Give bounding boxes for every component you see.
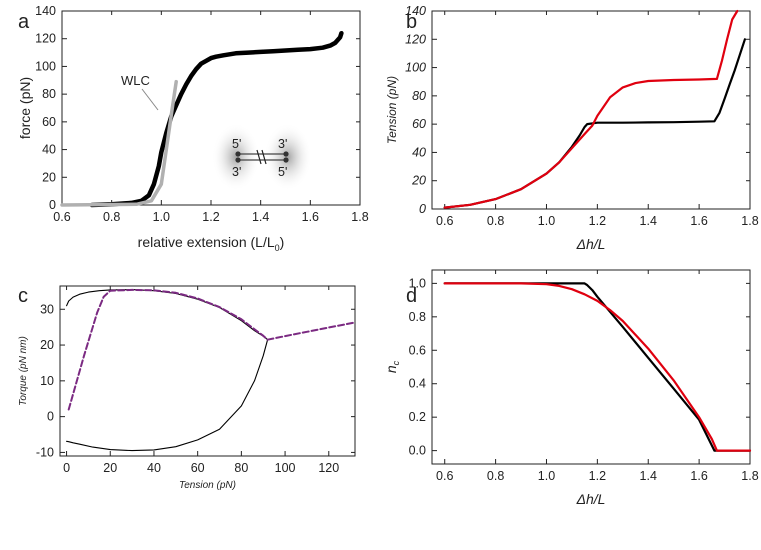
panel-c-ytick-label: 30 <box>40 302 54 316</box>
panel-d-xtick-label: 1.4 <box>640 469 657 483</box>
panel-b-ytick-label: 0 <box>419 202 426 216</box>
panel-b-xtick-label: 1.0 <box>538 214 555 228</box>
panel-c-xtick-label: 100 <box>275 461 296 475</box>
panel-c-ylabel: Torque (pN nm) <box>18 336 29 406</box>
panel-letter-d: d <box>406 285 417 307</box>
panel-b-frame <box>431 10 751 210</box>
inset-label-right-top: 3' <box>278 137 287 151</box>
panel-b-xtick-label: 1.8 <box>741 214 758 228</box>
panel-a-xtick-label: 1.8 <box>351 210 368 224</box>
panel-c-xtick-label: 40 <box>147 461 161 475</box>
panel-a-ytick-label: 0 <box>49 198 56 212</box>
panel-c-ytick-label: 10 <box>40 374 54 388</box>
right-anchor-bottom <box>283 157 289 163</box>
panel-c-xtick-label: 80 <box>234 461 248 475</box>
panel-a-xtick-label: 1.0 <box>153 210 170 224</box>
panel-b-series-1 <box>443 9 739 209</box>
panel-d-xtick-label: 0.6 <box>436 469 453 483</box>
panel-d-ytick-label: 0.2 <box>409 410 426 424</box>
left-anchor-top <box>235 151 241 157</box>
panel-d-ytick-label: 0.4 <box>409 377 426 391</box>
panel-a-xtick-label: 0.6 <box>53 210 70 224</box>
wlc-annotation: WLC <box>121 73 150 88</box>
panel-a-ytick-label: 140 <box>35 4 56 18</box>
panel-a-force-extension: 0.6 0.8 1.0 1.2 1.4 1.6 1.8 0 20 40 60 80 100 120 140 r… <box>17 4 369 253</box>
panel-a-series-0 <box>89 30 344 208</box>
inset-label-left-bottom: 3' <box>232 165 241 179</box>
left-bead-glow <box>212 123 260 191</box>
panel-d-nc: 0.6 0.8 1.0 1.2 1.4 1.6 1.8 0.0 0.2 0.4 0.6 0.8 1.0 Δ… <box>383 269 759 507</box>
right-anchor-top <box>283 151 289 157</box>
panel-d-xtick-label: 1.6 <box>690 469 707 483</box>
dna-break-mark <box>256 149 267 165</box>
panel-letter-a: a <box>18 11 30 33</box>
panel-b-xtick-label: 1.2 <box>589 214 606 228</box>
panel-a-xtick-label: 1.6 <box>302 210 319 224</box>
panel-c-xtick-label: 60 <box>191 461 205 475</box>
inset-label-left-top: 5' <box>232 137 241 151</box>
panel-b-tension: 0.6 0.8 1.0 1.2 1.4 1.6 1.8 0 20 40 60 80 100 120 140 Δ… <box>385 4 759 252</box>
panel-c-xlabel: Tension (pN) <box>179 480 236 491</box>
panel-d-ytick-label: 0.6 <box>409 343 426 357</box>
panel-d-xtick-label: 1.0 <box>538 469 555 483</box>
panel-a-series-1 <box>60 79 178 207</box>
panel-a-ytick-label: 80 <box>42 87 56 101</box>
panel-b-xtick-label: 1.4 <box>640 214 657 228</box>
panel-a-ytick-label: 40 <box>42 143 56 157</box>
panel-letter-c: c <box>18 285 28 307</box>
right-bead-glow <box>264 123 312 191</box>
panel-c-torque: 0 20 40 60 80 100 120 -10 0 10 20 30 Tension (pN) Tor… <box>18 285 356 491</box>
panel-a-ytick-label: 120 <box>35 32 56 46</box>
panel-a-xtick-label: 1.2 <box>202 210 219 224</box>
panel-c-xtick-label: 20 <box>103 461 117 475</box>
panel-d-series-0 <box>443 282 752 452</box>
panel-d-series-1 <box>443 282 752 452</box>
panel-d-xlabel: Δh/L <box>576 491 606 507</box>
panel-b-ytick-label: 20 <box>411 174 426 188</box>
panel-b-xlabel: Δh/L <box>576 236 606 252</box>
panel-letter-b: b <box>406 11 417 33</box>
panel-b-xtick-label: 1.6 <box>690 214 707 228</box>
panel-a-ytick-label: 20 <box>42 170 56 184</box>
panel-a-xtick-label: 1.4 <box>252 210 269 224</box>
panel-d-ylabel: nc <box>383 360 401 373</box>
panel-d-xtick-label: 0.8 <box>487 469 504 483</box>
panel-a-ytick-label: 60 <box>42 115 56 129</box>
panel-b-series-0 <box>443 38 746 209</box>
panel-a-xtick-label: 0.8 <box>103 210 120 224</box>
panel-d-frame <box>431 269 751 465</box>
panel-a-frame <box>61 10 361 206</box>
panel-c-ytick-label: -10 <box>36 445 54 459</box>
panel-b-ytick-label: 120 <box>405 32 426 46</box>
panel-b-ytick-label: 100 <box>405 61 426 75</box>
left-anchor-bottom <box>235 157 241 163</box>
panel-b-ytick-label: 60 <box>412 117 426 131</box>
panel-d-xtick-label: 1.8 <box>741 469 758 483</box>
panel-b-xtick-label: 0.8 <box>487 214 504 228</box>
panel-a-ylabel: force (pN) <box>17 77 33 139</box>
panel-c-series-1 <box>67 288 356 411</box>
panel-b-xtick-label: 0.6 <box>436 214 453 228</box>
wlc-leader-line <box>141 88 159 111</box>
panel-b-ytick-label: 40 <box>412 145 426 159</box>
panel-c-ytick-label: 20 <box>40 338 54 352</box>
panel-c-ytick-label: 0 <box>47 410 54 424</box>
panel-d-ytick-label: 0.0 <box>409 444 426 458</box>
panel-d-ytick-label: 0.8 <box>409 310 426 324</box>
panel-b-ylabel: Tension (pN) <box>385 76 399 144</box>
panel-b-ytick-label: 80 <box>412 89 426 103</box>
inset-label-right-bottom: 5' <box>278 165 287 179</box>
panel-d-xtick-label: 1.2 <box>589 469 606 483</box>
panel-d-ytick-label: 1.0 <box>409 276 426 290</box>
panel-a-xlabel: relative extension (L/L0) <box>138 234 285 253</box>
panel-c-frame <box>59 285 356 457</box>
panel-c-xtick-label: 120 <box>318 461 339 475</box>
panel-b-ytick-label: 140 <box>405 4 426 18</box>
panel-c-xtick-label: 0 <box>63 461 70 475</box>
dna-inset-diagram: 5' 3' 3' 5' <box>212 123 312 191</box>
panel-a-ytick-label: 100 <box>35 59 56 73</box>
